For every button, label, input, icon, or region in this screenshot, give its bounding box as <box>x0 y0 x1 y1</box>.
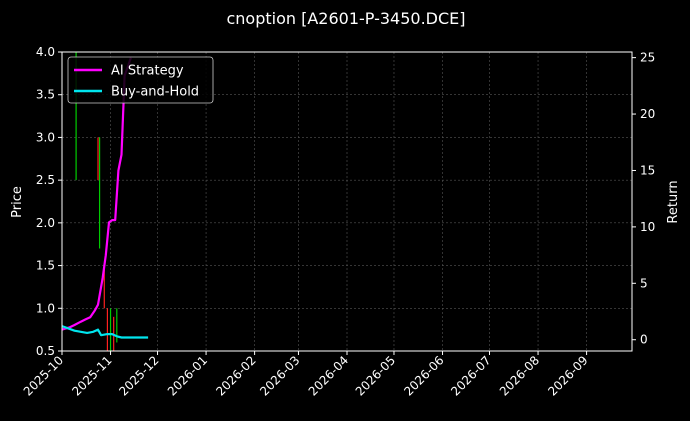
y-right-tick-label: 20 <box>640 107 655 121</box>
y-left-tick-label: 1.0 <box>36 301 55 315</box>
y-right-tick-label: 5 <box>640 276 648 290</box>
legend-box <box>67 56 214 104</box>
series-line-ai-strategy <box>61 57 132 331</box>
legend-label: AI Strategy <box>111 64 184 79</box>
y-right-tick-label: 0 <box>640 333 648 347</box>
y-left-tick-label: 1.5 <box>36 259 55 273</box>
price-candles <box>75 52 118 351</box>
legend-label: Buy-and-Hold <box>111 85 199 100</box>
y-left-tick-label: 3.0 <box>36 130 55 144</box>
y-right-tick-label: 25 <box>640 51 655 65</box>
series-lines <box>61 57 149 339</box>
y-left-tick-label: 0.5 <box>36 344 55 358</box>
y-left-tick-label: 4.0 <box>36 45 55 59</box>
y-right-tick-label: 15 <box>640 163 655 177</box>
y-left-tick-label: 2.5 <box>36 173 55 187</box>
series-line-buy-and-hold <box>61 325 149 339</box>
chart-title: cnoption [A2601-P-3450.DCE] <box>226 9 465 28</box>
y-right-tick-label: 10 <box>640 220 655 234</box>
y-left-tick-label: 2.0 <box>36 216 55 230</box>
y-axis-left-label: Price <box>10 186 25 218</box>
y-left-tick-label: 3.5 <box>36 88 55 102</box>
legend: AI Strategy Buy-and-Hold <box>67 56 214 104</box>
y-axis-right-label: Return <box>666 180 681 223</box>
